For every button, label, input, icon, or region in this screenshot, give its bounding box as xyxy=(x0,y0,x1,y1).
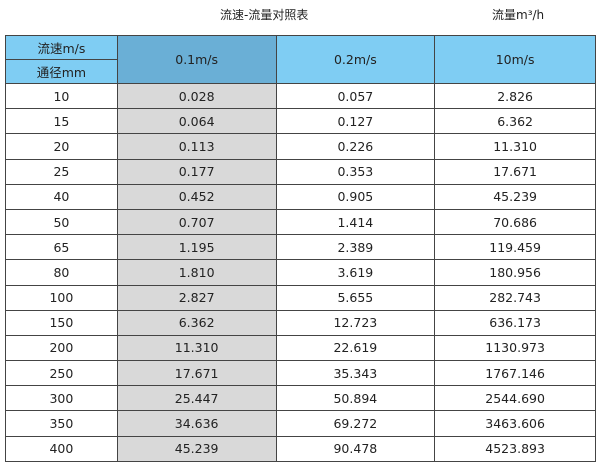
flow-cell: 6.362 xyxy=(116,309,277,336)
flow-table: 流速m/s 0.1m/s 0.2m/s 10m/s 通径mm 10 0.028 0.… xyxy=(5,35,596,462)
diameter-cell: 20 xyxy=(5,133,118,160)
flow-cell: 17.671 xyxy=(434,158,596,185)
flow-cell: 0.028 xyxy=(116,82,277,110)
table-row: 350 34.636 69.272 3463.606 xyxy=(5,410,596,437)
flow-cell: 1130.973 xyxy=(434,334,596,362)
flow-cell: 4523.893 xyxy=(434,435,596,462)
diameter-cell: 10 xyxy=(5,82,118,110)
flow-cell: 2.826 xyxy=(434,82,596,110)
flow-cell: 0.113 xyxy=(116,133,277,160)
flow-cell: 0.057 xyxy=(275,82,436,110)
table-row: 25 0.177 0.353 17.671 xyxy=(5,158,596,185)
table-row: 100 2.827 5.655 282.743 xyxy=(5,284,596,311)
table-title: 流速-流量对照表 xyxy=(220,8,309,22)
flow-cell: 11.310 xyxy=(434,133,596,160)
diameter-cell: 250 xyxy=(5,360,118,387)
table-row: 10 0.028 0.057 2.826 xyxy=(5,82,596,110)
table-row: 400 45.239 90.478 4523.893 xyxy=(5,435,596,462)
diameter-cell: 400 xyxy=(5,435,118,462)
flow-cell: 45.239 xyxy=(116,435,277,462)
diameter-cell: 50 xyxy=(5,208,118,236)
flow-cell: 0.226 xyxy=(275,133,436,160)
flow-cell: 3463.606 xyxy=(434,410,596,437)
diameter-cell: 15 xyxy=(5,108,118,135)
flow-cell: 70.686 xyxy=(434,208,596,236)
flow-cell: 0.905 xyxy=(275,183,436,210)
table-row: 15 0.064 0.127 6.362 xyxy=(5,108,596,135)
flow-cell: 34.636 xyxy=(116,410,277,437)
flow-cell: 0.353 xyxy=(275,158,436,185)
flow-cell: 2544.690 xyxy=(434,385,596,412)
flow-cell: 1.414 xyxy=(275,208,436,236)
diameter-header: 通径mm xyxy=(5,59,118,84)
flow-cell: 2.827 xyxy=(116,284,277,311)
flow-cell: 90.478 xyxy=(275,435,436,462)
diameter-cell: 150 xyxy=(5,309,118,336)
flow-cell: 22.619 xyxy=(275,334,436,362)
flow-cell: 35.343 xyxy=(275,360,436,387)
diameter-cell: 65 xyxy=(5,234,118,261)
flow-cell: 17.671 xyxy=(116,360,277,387)
diameter-cell: 80 xyxy=(5,259,118,286)
flow-cell: 282.743 xyxy=(434,284,596,311)
diameter-cell: 300 xyxy=(5,385,118,412)
table-row: 40 0.452 0.905 45.239 xyxy=(5,183,596,210)
table-row: 200 11.310 22.619 1130.973 xyxy=(5,334,596,362)
table-row: 50 0.707 1.414 70.686 xyxy=(5,208,596,236)
table-row: 300 25.447 50.894 2544.690 xyxy=(5,385,596,412)
column-header: 0.1m/s xyxy=(116,35,277,84)
velocity-header: 流速m/s xyxy=(5,35,118,60)
diameter-cell: 100 xyxy=(5,284,118,311)
diameter-cell: 350 xyxy=(5,410,118,437)
flow-cell: 2.389 xyxy=(275,234,436,261)
flow-cell: 0.452 xyxy=(116,183,277,210)
flow-cell: 25.447 xyxy=(116,385,277,412)
column-header: 10m/s xyxy=(434,35,596,84)
flow-cell: 0.177 xyxy=(116,158,277,185)
flow-cell: 12.723 xyxy=(275,309,436,336)
unit-label: 流量m³/h xyxy=(492,8,545,22)
flow-cell: 0.064 xyxy=(116,108,277,135)
diameter-cell: 40 xyxy=(5,183,118,210)
flow-cell: 1.810 xyxy=(116,259,277,286)
diameter-cell: 200 xyxy=(5,334,118,362)
flow-cell: 0.127 xyxy=(275,108,436,135)
table-row: 150 6.362 12.723 636.173 xyxy=(5,309,596,336)
flow-cell: 6.362 xyxy=(434,108,596,135)
table-row: 80 1.810 3.619 180.956 xyxy=(5,259,596,286)
table-row: 250 17.671 35.343 1767.146 xyxy=(5,360,596,387)
flow-cell: 1.195 xyxy=(116,234,277,261)
table-row: 65 1.195 2.389 119.459 xyxy=(5,234,596,261)
flow-cell: 5.655 xyxy=(275,284,436,311)
flow-cell: 119.459 xyxy=(434,234,596,261)
flow-cell: 180.956 xyxy=(434,259,596,286)
flow-cell: 11.310 xyxy=(116,334,277,362)
flow-cell: 50.894 xyxy=(275,385,436,412)
flow-cell: 69.272 xyxy=(275,410,436,437)
flow-cell: 3.619 xyxy=(275,259,436,286)
flow-cell: 45.239 xyxy=(434,183,596,210)
flow-cell: 0.707 xyxy=(116,208,277,236)
flow-cell: 636.173 xyxy=(434,309,596,336)
flow-cell: 1767.146 xyxy=(434,360,596,387)
table-row: 20 0.113 0.226 11.310 xyxy=(5,133,596,160)
diameter-cell: 25 xyxy=(5,158,118,185)
column-header: 0.2m/s xyxy=(275,35,436,84)
